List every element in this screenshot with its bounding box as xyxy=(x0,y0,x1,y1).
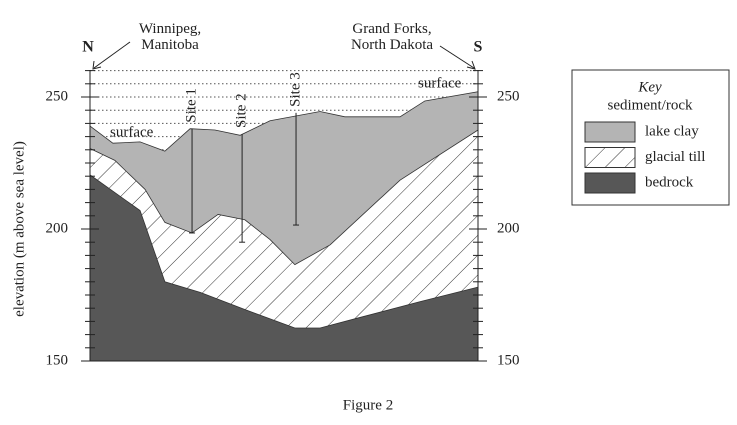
key-label: lake clay xyxy=(645,123,699,139)
surface-label: surface xyxy=(110,124,154,140)
y-axis-label: elevation (m above sea level) xyxy=(11,141,27,317)
y-tick-label: 250 xyxy=(46,88,69,104)
y-tick-label: 150 xyxy=(497,352,520,368)
key-title: Key xyxy=(637,79,662,95)
site-label: Site 3 xyxy=(287,72,303,107)
south-label: S xyxy=(474,39,483,56)
y-tick-label: 250 xyxy=(497,88,520,104)
surface-label: surface xyxy=(418,75,462,91)
key-swatch xyxy=(584,172,636,194)
key-subtitle: sediment/rock xyxy=(608,97,693,113)
arrow-head xyxy=(466,60,476,70)
site-label: Site 2 xyxy=(234,93,250,128)
key-swatch xyxy=(584,147,636,168)
arrow-head xyxy=(92,60,102,70)
y-tick-label: 200 xyxy=(46,220,69,236)
key-swatch xyxy=(584,121,636,143)
arrow xyxy=(439,45,475,69)
north-place: Winnipeg, Manitoba xyxy=(139,21,201,53)
figure-title: Figure 2 xyxy=(343,397,393,413)
layers xyxy=(89,70,479,362)
site-label: Site 1 xyxy=(183,88,199,123)
key-label: glacial till xyxy=(645,149,705,165)
y-tick-label: 150 xyxy=(46,352,69,368)
arrow xyxy=(93,41,131,69)
south-place: Grand Forks, North Dakota xyxy=(351,21,433,53)
north-label: N xyxy=(82,39,94,56)
key-label: bedrock xyxy=(645,174,694,190)
y-tick-label: 200 xyxy=(497,220,520,236)
